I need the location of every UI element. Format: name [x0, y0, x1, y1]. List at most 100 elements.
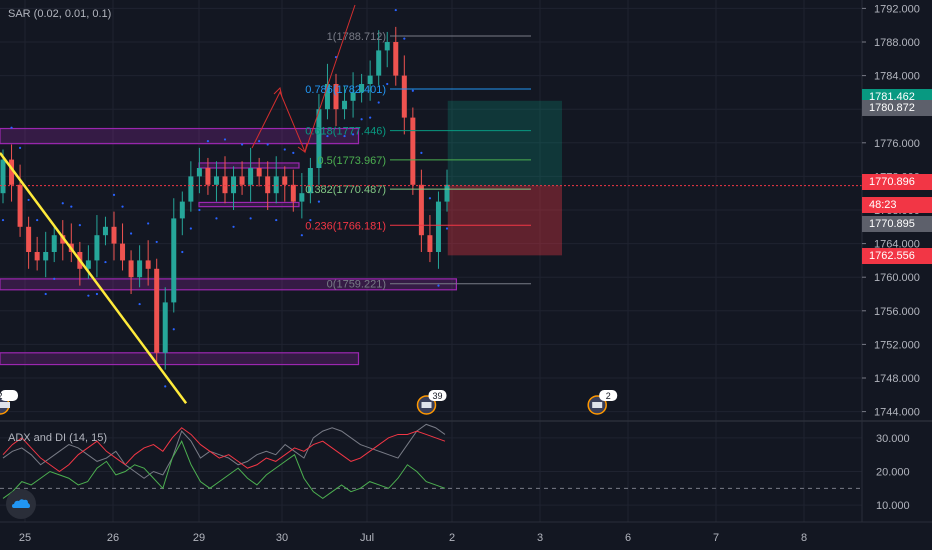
adx-indicator-label[interactable]: ADX and DI (14, 15)	[8, 432, 108, 444]
candle-body	[376, 50, 382, 76]
sar-dot	[420, 151, 423, 154]
candle-body	[307, 168, 313, 194]
ascending-trendline	[0, 152, 188, 404]
sar-dot	[138, 302, 141, 306]
sar-dot	[292, 151, 295, 154]
sar-dot	[70, 205, 73, 208]
candle-body	[9, 159, 15, 185]
price-tick-label: 1792.000	[874, 3, 920, 15]
price-tick-label: 1756.000	[874, 306, 920, 318]
candle-body	[324, 84, 330, 110]
sar-dot	[266, 143, 269, 146]
candle-body	[94, 235, 100, 261]
sar-dot	[10, 126, 13, 129]
sar-dot	[189, 227, 192, 230]
candle-body	[256, 168, 262, 177]
sar-dot	[129, 232, 133, 235]
candle-body	[282, 176, 288, 185]
support-resistance-zone	[0, 278, 457, 291]
candle-body	[435, 201, 441, 252]
event-count-badge	[599, 390, 618, 401]
candle-body	[188, 176, 194, 202]
sar-dot	[181, 250, 184, 254]
sar-dot	[1, 218, 5, 222]
candle-body	[120, 243, 126, 261]
candle-body	[137, 260, 143, 278]
sar-dot	[44, 292, 47, 296]
event-count-badge	[428, 390, 447, 401]
time-tick-label: 2	[449, 532, 455, 544]
candle-body	[162, 302, 168, 353]
candle-body	[231, 176, 237, 194]
sar-dot	[403, 37, 406, 40]
candle-body	[350, 92, 356, 101]
sar-indicator-label[interactable]: SAR (0.02, 0.01, 0.1)	[8, 8, 112, 20]
sar-dot	[155, 240, 158, 244]
plus-di-line	[2, 440, 446, 500]
candle-body	[359, 84, 365, 93]
candle-body	[316, 109, 322, 168]
sar-dot	[232, 225, 235, 228]
fib-level-label: 0.5(1773.967)	[318, 155, 387, 167]
tradingview-logo-icon	[6, 489, 36, 519]
support-resistance-zone	[0, 127, 360, 145]
candle-body	[401, 75, 407, 118]
sar-dot	[386, 82, 389, 86]
candle-body	[367, 75, 373, 84]
candle-body	[85, 260, 91, 269]
time-tick-label: 7	[713, 532, 719, 544]
candle-body	[145, 260, 151, 269]
sar-dot	[258, 140, 261, 143]
price-tick-label: 1776.000	[874, 138, 920, 150]
candle-body	[128, 260, 134, 278]
stop-loss-zone	[447, 185, 562, 256]
fib-level-label: 0.618(1777.446)	[305, 126, 386, 138]
price-tag: 48:23	[862, 196, 932, 213]
candle-body	[427, 235, 433, 252]
sar-dot	[53, 277, 56, 280]
sar-dot	[411, 89, 414, 92]
sar-dot	[223, 138, 227, 141]
candle-body	[410, 117, 416, 185]
candle-body	[51, 235, 57, 252]
candle-body	[0, 159, 6, 194]
fib-level-label: 0.236(1766.181)	[305, 220, 386, 232]
candle-body	[154, 268, 160, 353]
sar-dot	[369, 116, 372, 119]
sar-dot	[206, 140, 210, 143]
price-tick-label: 1744.000	[874, 407, 920, 419]
arrow-head	[297, 142, 308, 153]
time-tick-label: Jul	[360, 532, 374, 544]
sar-dot	[428, 197, 432, 200]
event-count-label: 2	[0, 391, 3, 401]
sar-dot	[309, 218, 312, 222]
time-tick-label: 6	[625, 532, 631, 544]
price-tick-label: 1752.000	[874, 339, 920, 351]
support-resistance-zone	[198, 201, 300, 208]
fib-level-label: 0.382(1770.487)	[305, 184, 386, 196]
sar-dot	[78, 224, 81, 227]
candle-body	[299, 193, 305, 202]
time-tick-label: 30	[276, 532, 288, 544]
price-tick-label: 1784.000	[874, 71, 920, 83]
sar-dot	[104, 260, 107, 264]
sar-dot	[240, 143, 244, 146]
sar-dot	[172, 328, 175, 331]
candle-body	[171, 218, 177, 303]
time-tick-label: 26	[107, 532, 119, 544]
candle-body	[111, 226, 117, 244]
time-tick-label: 8	[801, 532, 807, 544]
price-tag: 1780.872	[862, 100, 932, 117]
candle-body	[273, 176, 279, 194]
candle-body	[34, 252, 40, 261]
fib-level-label: 0.786(1782.401)	[305, 84, 386, 96]
minus-di-line	[2, 427, 446, 473]
support-resistance-zone	[198, 162, 300, 169]
indicator-tick-label: 30.000	[876, 433, 910, 445]
sar-dot	[437, 284, 440, 287]
sar-dot	[343, 134, 346, 138]
candle-body	[26, 226, 32, 252]
flag-icon	[421, 402, 432, 408]
time-tick-label: 3	[537, 532, 543, 544]
